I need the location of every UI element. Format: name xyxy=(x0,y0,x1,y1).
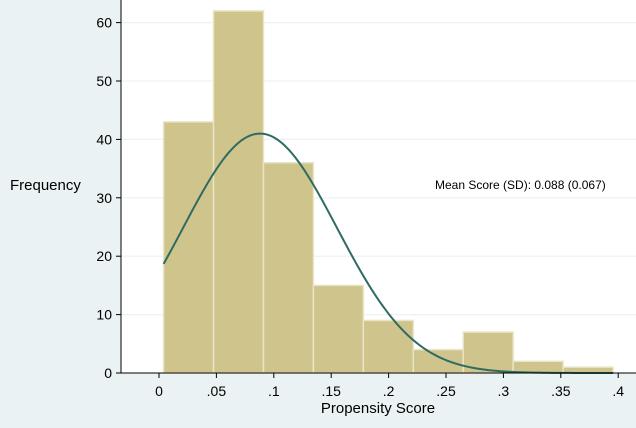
bars xyxy=(162,10,614,374)
y-tick-label: 40 xyxy=(96,131,112,147)
histogram-bar xyxy=(262,162,315,374)
x-tick-label: .25 xyxy=(436,383,456,399)
y-tick-label: 10 xyxy=(96,307,112,323)
y-tick-label: 0 xyxy=(104,365,112,381)
x-tick-label: 0 xyxy=(155,383,163,399)
y-tick-label: 60 xyxy=(96,15,112,31)
x-tick-label: .15 xyxy=(321,383,341,399)
y-axis-title: Frequency xyxy=(10,177,81,194)
histogram-bar xyxy=(162,121,215,374)
histogram-bar xyxy=(212,10,265,374)
x-tick-label: .4 xyxy=(612,383,624,399)
histogram-bar xyxy=(312,284,365,374)
x-tick-label: .3 xyxy=(498,383,510,399)
axes: 0 10 20 30 40 50 60 0 .05 .1 .15 .2 .25 .3 .35 .4 xyxy=(96,0,636,399)
x-axis-title: Propensity Score xyxy=(321,400,435,417)
y-tick-label: 30 xyxy=(96,190,112,206)
x-tick-label: .05 xyxy=(207,383,227,399)
y-tick-label: 20 xyxy=(96,248,112,264)
x-tick-label: .35 xyxy=(551,383,571,399)
mean-sd-annotation: Mean Score (SD): 0.088 (0.067) xyxy=(435,178,606,192)
histogram-bar xyxy=(412,348,464,374)
histogram-bar xyxy=(362,319,415,374)
y-tick-label: 50 xyxy=(96,73,112,89)
x-tick-label: .2 xyxy=(383,383,395,399)
x-tick-label: .1 xyxy=(268,383,280,399)
